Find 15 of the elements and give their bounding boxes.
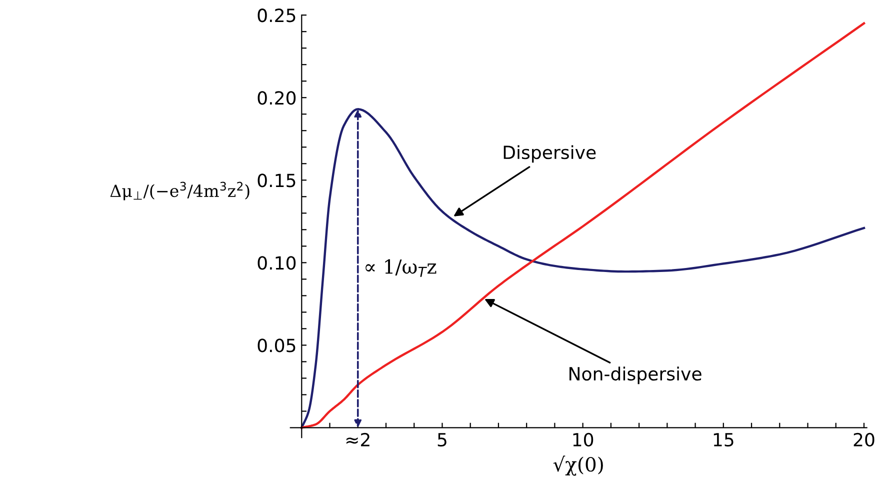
annotation: Dispersive xyxy=(504,145,596,163)
x-tick-label: 20 xyxy=(854,432,874,447)
y-tick-label: 0.20 xyxy=(258,91,296,105)
x-axis-title: √χ(0) xyxy=(553,456,603,476)
y-tick-label: 0.05 xyxy=(258,338,296,352)
annotation: ∝ 1/ω$_{T}$z xyxy=(366,259,436,277)
x-tick-label: ≈2 xyxy=(346,432,370,446)
annotation: Non-dispersive xyxy=(570,366,702,384)
x-tick-label: 5 xyxy=(438,433,446,447)
y-tick-label: 0.15 xyxy=(258,174,296,188)
y-tick-label: 0.25 xyxy=(258,8,296,22)
x-tick-label: 10 xyxy=(573,432,594,447)
y-tick-label: 0.10 xyxy=(258,256,296,270)
text: Δμ$_{⊥}$/(−e$^{3}$/4m$^{3}$z$^{2}$) xyxy=(110,182,250,200)
x-tick-label: 15 xyxy=(714,433,734,447)
